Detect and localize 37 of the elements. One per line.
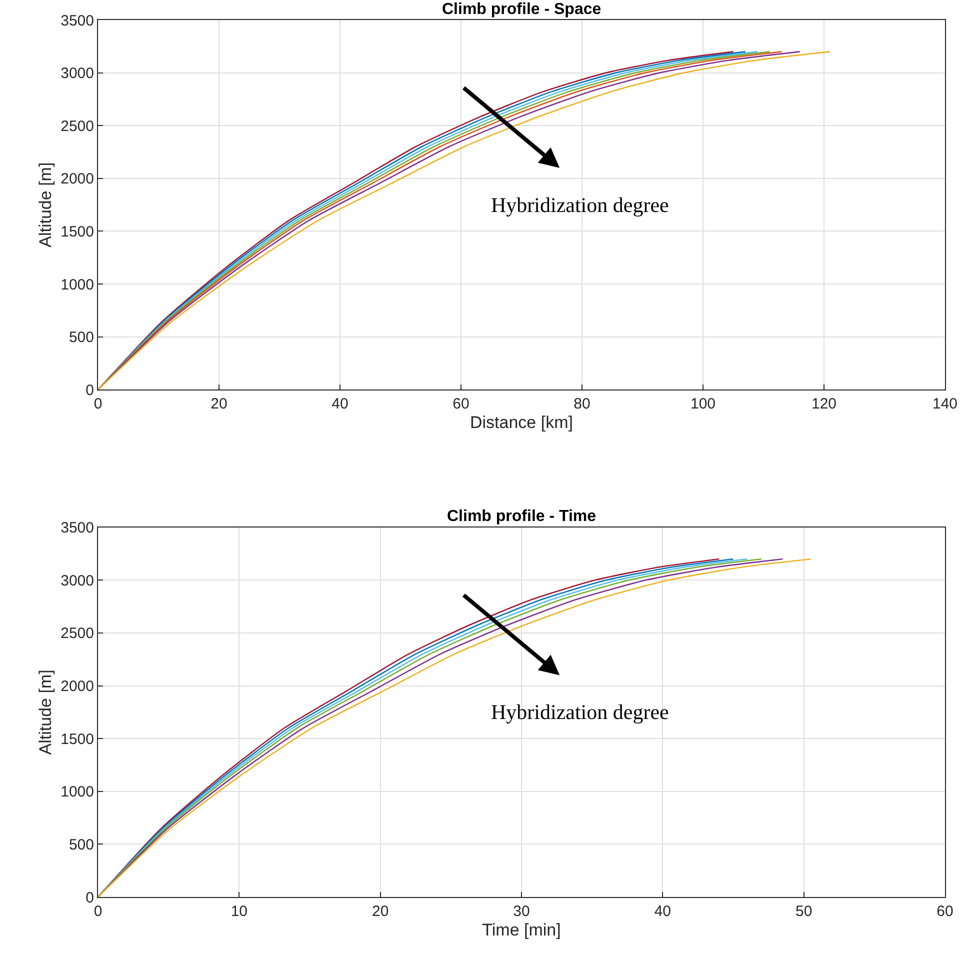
y-tick-label: 2000 — [60, 170, 94, 188]
x-tick-label: 120 — [811, 396, 837, 413]
y-tick-label: 3500 — [60, 520, 94, 537]
y-tick-label: 2500 — [60, 118, 94, 135]
chart-title: Climb profile - Space — [442, 1, 602, 18]
x-tick-label: 20 — [210, 396, 228, 413]
y-axis-title: Altitude [m] — [36, 670, 56, 755]
y-tick-label: 2000 — [60, 678, 94, 696]
y-tick-label: 0 — [86, 889, 94, 906]
x-tick-label: 20 — [372, 903, 389, 920]
x-tick-label: 40 — [654, 903, 672, 920]
x-tick-label: 40 — [332, 396, 348, 413]
x-tick-label: 100 — [690, 396, 716, 413]
x-tick-label: 60 — [936, 903, 954, 920]
x-tick-label: 140 — [932, 396, 958, 413]
x-tick-label: 50 — [795, 903, 812, 920]
y-tick-label: 500 — [68, 329, 94, 346]
x-tick-label: 80 — [574, 396, 590, 413]
annotation: Hybridization degree — [491, 193, 669, 217]
x-tick-label: 10 — [230, 903, 248, 920]
y-tick-label: 1500 — [60, 730, 94, 748]
y-tick-label: 0 — [86, 382, 94, 399]
y-tick-label: 3000 — [60, 65, 94, 82]
chart-title: Climb profile - Time — [447, 508, 596, 525]
y-tick-label: 1000 — [60, 784, 94, 801]
y-tick-label: 2500 — [60, 625, 94, 642]
x-axis-title: Distance [km] — [470, 413, 573, 432]
x-axis-title: Time [min] — [482, 920, 561, 940]
y-tick-label: 3000 — [60, 572, 94, 590]
y-tick-label: 3500 — [60, 12, 94, 30]
y-axis-title: Altitude [m] — [36, 162, 56, 248]
y-tick-label: 500 — [68, 836, 94, 854]
x-tick-label: 60 — [452, 396, 470, 413]
annotation: Hybridization degree — [491, 700, 669, 724]
y-tick-label: 1500 — [60, 223, 94, 240]
y-tick-label: 1000 — [60, 276, 94, 294]
x-tick-label: 30 — [513, 903, 530, 920]
